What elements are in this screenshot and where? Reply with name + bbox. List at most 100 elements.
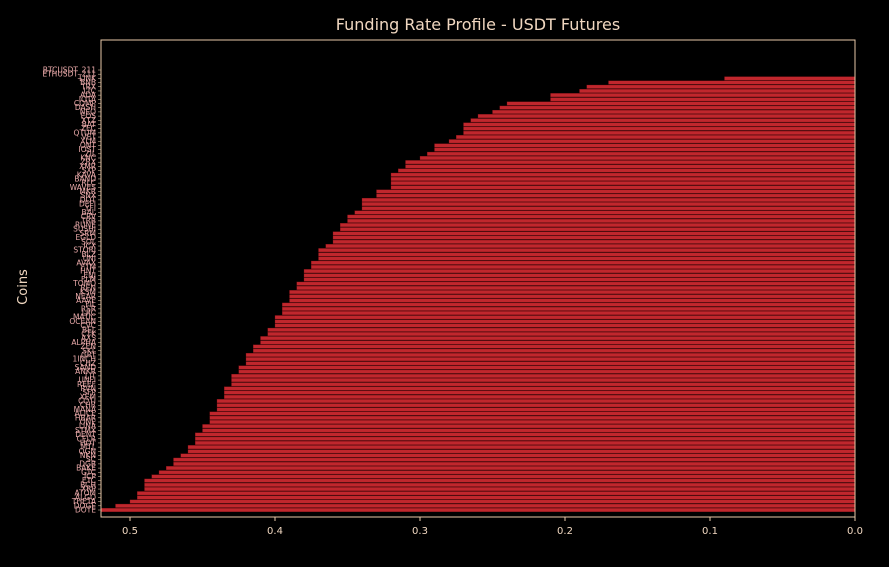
bar-ren (296, 285, 856, 290)
y-tick-label: FLM (81, 275, 96, 284)
bar-alice (209, 411, 856, 416)
bar-rune (340, 223, 856, 227)
bar-ada (550, 93, 856, 98)
y-tick-label: 1INCH (73, 355, 96, 364)
y-tick-label: KSM (80, 288, 96, 297)
bar-fil (282, 302, 856, 307)
bar-icx (325, 244, 856, 248)
y-tick-label: EOS (81, 112, 97, 121)
x-tick-label: 0.1 (702, 526, 718, 537)
bar-ctk (267, 332, 856, 336)
y-tick-label: BAT (82, 120, 97, 129)
y-tick-label: CHZ (80, 359, 96, 368)
y-tick-label: DOT (80, 195, 97, 204)
y-tick-label: SAND (75, 363, 97, 372)
bar-bch (144, 482, 856, 487)
y-tick-label: ADA (80, 91, 97, 100)
bar-celr (195, 436, 856, 441)
y-tick-label: CELR (77, 434, 96, 443)
x-tick-label: 0.3 (412, 526, 428, 537)
bar-vet (456, 135, 856, 139)
y-tick-label: THETA (71, 497, 97, 506)
y-tick-label: ANKR (75, 367, 96, 376)
bar-1inch (245, 357, 856, 362)
bar-xrp (144, 487, 856, 491)
bar-trx (586, 84, 856, 89)
y-tick-label: AVAX (76, 258, 96, 267)
bar-hbar (209, 415, 856, 420)
bar-sushi (340, 227, 856, 232)
y-tick-label: SNX (80, 191, 96, 200)
y-tick-label: ONE (80, 418, 97, 427)
y-tick-label: RLC (81, 179, 96, 188)
bar-bat (463, 122, 856, 127)
bar-zil (427, 151, 856, 156)
bar-zen (253, 344, 856, 349)
y-tick-label: LRC (82, 309, 96, 318)
y-tick-label: LIT (85, 371, 96, 380)
bar-sxp (398, 168, 856, 173)
y-tick-label: COMP (74, 99, 97, 108)
y-tick-label: CVC (80, 321, 96, 330)
bar-rvn (224, 386, 856, 391)
y-tick-label: SRM (80, 229, 96, 238)
bar-enj (303, 273, 856, 278)
bar-uni (318, 256, 856, 261)
y-tick-label: ALICE (75, 409, 97, 418)
bar-srm (332, 231, 856, 236)
bar-ankr (238, 369, 856, 374)
y-tick-label: MTL (81, 443, 97, 452)
y-tick-label: BCH (80, 480, 96, 489)
bar-crv (347, 214, 856, 219)
x-tick-label: 0.2 (557, 526, 573, 537)
y-tick-label: IOTA (79, 95, 97, 104)
y-tick-label: ALPHA (71, 338, 96, 347)
x-tick-label: 0.5 (122, 526, 138, 537)
y-tick-label: ETC (82, 476, 96, 485)
bar-xmr (405, 164, 856, 169)
bar-link (724, 76, 856, 81)
y-tick-label: ZEC (81, 124, 96, 133)
y-tick-label: CHR (80, 401, 96, 410)
y-tick-label: REEF (77, 380, 96, 389)
y-tick-label: ENJ (83, 271, 96, 280)
y-tick-label: EGLD (75, 233, 96, 242)
bar-iota (550, 97, 856, 102)
bar-sc (173, 457, 856, 462)
x-tick-label: 0.4 (267, 526, 283, 537)
bar-lina (202, 424, 856, 429)
y-tick-label: NEAR (75, 292, 96, 301)
y-tick-label: UNFI (78, 376, 96, 385)
y-tick-label: QTUM (74, 128, 96, 137)
y-tick-label: XEM (80, 392, 96, 401)
x-tick-label: 0.0 (847, 526, 863, 537)
y-tick-label: FIL (85, 300, 97, 309)
bar-grt (245, 353, 856, 357)
bar-chr (216, 403, 856, 408)
bar-ksm (289, 290, 856, 295)
bar-avax (311, 260, 856, 265)
y-axis-label: Coins (16, 269, 31, 305)
y-tick-label: BAL (82, 208, 97, 217)
y-tick-label: DOTE (75, 506, 96, 515)
bar-band (390, 177, 856, 181)
y-tick-label: GRT (81, 350, 96, 359)
y-tick-label: LINK (79, 74, 97, 83)
bar-aave (289, 298, 856, 303)
bar-alpha (260, 340, 856, 345)
y-tick-label: AXS (81, 334, 96, 343)
bar-yfi (361, 206, 856, 211)
y-tick-label: DEFI (79, 200, 96, 209)
bar-zrx (405, 160, 856, 165)
y-tick-label: CRV (81, 212, 97, 221)
bar-stmx (202, 428, 856, 433)
y-tick-label: LTC (83, 86, 96, 95)
bar-algo (137, 495, 856, 500)
y-tick-label: RSR (81, 304, 96, 313)
y-tick-label: SXP (82, 166, 97, 175)
y-tick-label: STORJ (73, 246, 96, 255)
bar-hnt (303, 269, 856, 274)
y-tick-label: MANA (74, 405, 97, 414)
bar-bel (267, 327, 856, 332)
y-tick-label: SC (86, 455, 96, 464)
